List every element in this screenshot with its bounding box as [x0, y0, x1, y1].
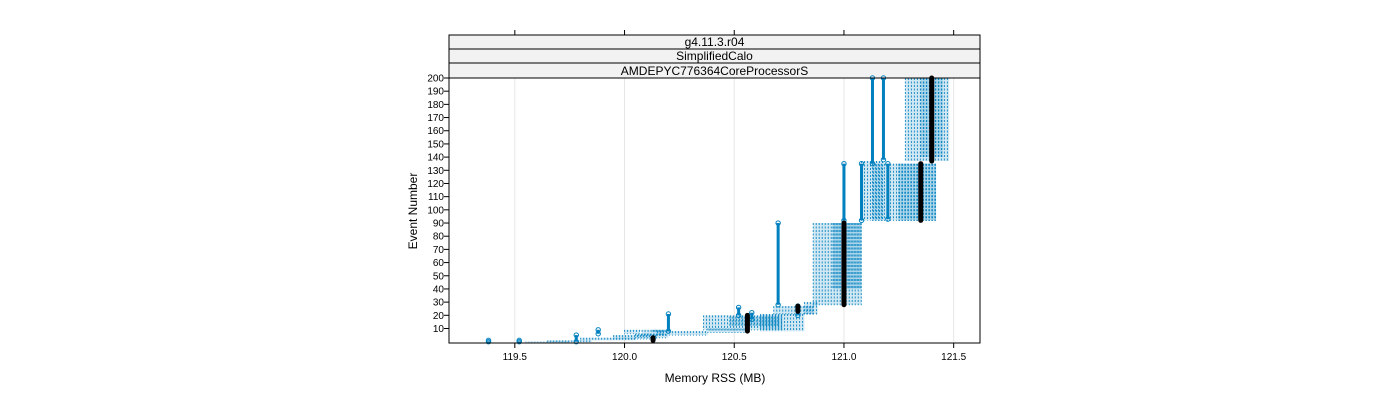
run-segment [861, 161, 884, 221]
top-axis-ticks [514, 30, 955, 35]
run-point [573, 338, 579, 345]
y-tick-label: 70 [433, 245, 445, 256]
y-tick-label: 80 [433, 232, 445, 243]
run-segment [595, 327, 601, 337]
run-segment [707, 328, 746, 333]
run-band [547, 340, 592, 342]
run-segment [613, 335, 658, 340]
run-point [775, 302, 781, 308]
run-segment [573, 332, 579, 345]
x-tick-label: 119.5 [503, 352, 528, 363]
run-segment [869, 75, 876, 167]
run-point [749, 309, 755, 316]
strip-1: g4.11.3.r04 [448, 34, 981, 50]
run-point [665, 311, 672, 317]
run-band [707, 328, 746, 333]
y-axis: 10 20 30 40 50 60 70 80 90 100 110 120 130 140 150 160 1… [427, 74, 449, 335]
run-band [624, 329, 640, 334]
strip-3: AMDEPYC776364CoreProcessorS [448, 62, 981, 79]
run-segment [880, 75, 887, 163]
run-point [880, 157, 887, 163]
y-tick-label: 20 [433, 311, 445, 322]
run-segment [624, 329, 641, 335]
y-tick-label: 150 [427, 139, 444, 150]
run-segment [525, 341, 570, 344]
x-tick-label: 120.5 [722, 352, 747, 363]
run-band [525, 341, 570, 344]
x-axis: 119.5 120.0 120.5 121.0 121.5 [503, 343, 967, 363]
run-segment [885, 160, 891, 222]
run-segment [656, 331, 708, 336]
panel-border [448, 77, 981, 344]
y-tick-label: 60 [433, 258, 445, 269]
y-tick-label: 130 [427, 166, 444, 177]
run-point [573, 332, 579, 338]
run-segment [812, 223, 862, 306]
y-tick-label: 90 [433, 219, 445, 230]
run-segment [760, 313, 805, 332]
run-segments [485, 75, 950, 345]
run-band [613, 335, 658, 340]
run-point [775, 220, 781, 226]
y-tick-label: 170 [427, 113, 444, 124]
run-segment [904, 78, 950, 162]
run-segment [775, 220, 781, 308]
y-tick-label: 10 [433, 324, 445, 335]
run-point [595, 331, 601, 337]
y-tick-label: 120 [427, 179, 444, 190]
y-tick-label: 110 [428, 192, 444, 203]
run-segment [803, 302, 818, 315]
strip-2-label: SimplifiedCalo [676, 49, 753, 63]
run-point [485, 338, 492, 345]
y-tick-label: 190 [427, 87, 444, 98]
run-segment [665, 311, 672, 334]
y-tick-label: 200 [427, 74, 444, 85]
y-tick-label: 40 [433, 284, 445, 295]
run-point [735, 304, 742, 311]
run-segment [832, 223, 862, 290]
run-band [773, 306, 814, 314]
run-point [735, 312, 742, 319]
run-segment [898, 163, 937, 221]
median-segments [650, 75, 935, 343]
run-segment [749, 309, 755, 322]
y-tick-label: 100 [427, 205, 444, 216]
run-segment [841, 160, 847, 224]
y-tick-label: 50 [433, 271, 445, 282]
run-band [861, 161, 884, 221]
x-axis-title: Memory RSS (MB) [665, 371, 766, 385]
x-tick-label: 120.0 [612, 352, 637, 363]
run-point [516, 338, 522, 345]
strip-2: SimplifiedCalo [448, 48, 981, 64]
run-segment [641, 329, 665, 336]
run-point [885, 160, 891, 167]
y-tick-label: 30 [433, 298, 445, 309]
run-point [665, 328, 672, 334]
run-point [885, 216, 891, 222]
x-tick-label: 121.5 [941, 352, 966, 363]
strip-1-label: g4.11.3.r04 [685, 35, 745, 49]
run-band [642, 329, 665, 336]
plot-panel [448, 75, 981, 345]
run-point [841, 160, 847, 167]
y-tick-label: 180 [427, 100, 444, 111]
run-point [869, 160, 876, 167]
x-tick-label: 121.0 [831, 352, 856, 363]
y-tick-label: 140 [427, 153, 444, 164]
run-segment [735, 304, 742, 319]
run-band [905, 78, 950, 162]
run-band [760, 313, 805, 332]
y-tick-label: 160 [427, 126, 444, 137]
run-band [804, 302, 818, 314]
y-axis-title: Event Number [406, 173, 420, 250]
run-band [657, 331, 708, 336]
strip-3-label: AMDEPYC776364CoreProcessorS [621, 64, 808, 78]
